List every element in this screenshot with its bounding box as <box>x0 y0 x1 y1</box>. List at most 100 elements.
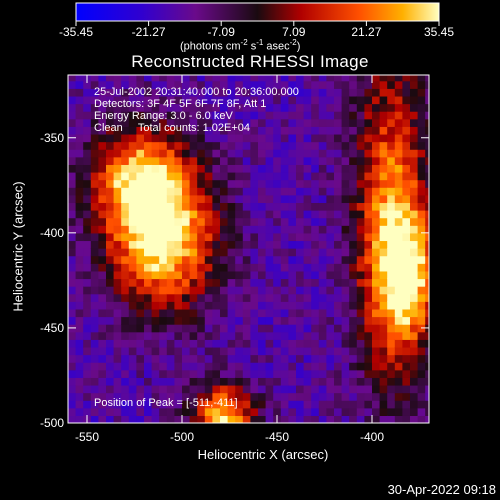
heatmap-cell <box>303 75 312 82</box>
heatmap-cell <box>311 240 320 249</box>
heatmap-cell <box>106 301 115 310</box>
heatmap-cell <box>182 202 191 211</box>
heatmap-cell <box>144 270 153 280</box>
heatmap-cell <box>265 278 274 287</box>
heatmap-cell <box>166 255 175 264</box>
heatmap-cell <box>128 384 137 394</box>
heatmap-cell <box>303 80 312 89</box>
heatmap-cell <box>212 111 221 120</box>
heatmap-cell <box>212 103 221 112</box>
heatmap-cell <box>113 179 122 188</box>
heatmap-cell <box>151 316 160 325</box>
heatmap-cell <box>311 149 320 158</box>
heatmap-cell <box>349 362 358 371</box>
heatmap-cell <box>212 270 221 280</box>
heatmap-cell <box>364 286 373 295</box>
heatmap-cell <box>242 194 251 204</box>
heatmap-cell <box>341 202 350 211</box>
heatmap-cell <box>144 103 153 112</box>
heatmap-cell <box>288 316 297 325</box>
heatmap-cell <box>402 103 411 112</box>
heatmap-cell <box>212 354 221 363</box>
heatmap-cell <box>68 103 77 112</box>
heatmap-cell <box>83 286 92 295</box>
heatmap-cell <box>227 400 236 409</box>
heatmap-cell <box>151 171 160 181</box>
heatmap-cell <box>212 126 221 135</box>
heatmap-cell <box>250 164 259 173</box>
heatmap-cell <box>379 407 388 416</box>
heatmap-cell <box>303 270 312 280</box>
heatmap-cell <box>151 141 160 150</box>
heatmap-cell <box>379 270 388 280</box>
heatmap-cell <box>356 111 365 120</box>
heatmap-cell <box>90 187 99 196</box>
heatmap-cell <box>372 232 381 242</box>
heatmap-cell <box>356 141 365 150</box>
heatmap-cell <box>318 331 327 340</box>
heatmap-cell <box>326 156 335 165</box>
heatmap-cell <box>128 126 137 135</box>
heatmap-cell <box>356 75 365 82</box>
heatmap-cell <box>402 301 411 310</box>
heatmap-cell <box>296 75 305 82</box>
heatmap-cell <box>159 141 168 150</box>
heatmap-cell <box>242 354 251 363</box>
heatmap-cell <box>235 225 244 234</box>
heatmap-cell <box>113 156 122 165</box>
heatmap-cell <box>197 286 206 295</box>
heatmap-cell <box>417 392 426 401</box>
heatmap-cell <box>83 111 92 120</box>
heatmap-cell <box>227 263 236 272</box>
heatmap-cell <box>227 407 236 416</box>
heatmap-cell <box>334 103 343 112</box>
heatmap-cell <box>144 301 153 310</box>
heatmap-cell <box>242 202 251 211</box>
heatmap-cell <box>90 80 99 89</box>
heatmap-cell <box>394 126 403 135</box>
heatmap-cell <box>144 255 153 264</box>
heatmap-cell <box>90 331 99 340</box>
heatmap-cell <box>250 324 259 333</box>
heatmap-cell <box>197 270 206 280</box>
heatmap-cell <box>379 118 388 127</box>
heatmap-cell <box>372 331 381 340</box>
heatmap-cell <box>258 362 267 371</box>
heatmap-cell <box>212 202 221 211</box>
heatmap-cell <box>349 400 358 409</box>
heatmap-cell <box>334 80 343 89</box>
heatmap-cell <box>166 263 175 272</box>
heatmap-cell <box>349 240 358 249</box>
heatmap-cell <box>341 339 350 348</box>
heatmap-cell <box>90 354 99 363</box>
heatmap-cell <box>326 400 335 409</box>
heatmap-cell <box>90 316 99 325</box>
heatmap-cell <box>311 369 320 378</box>
heatmap-cell <box>425 118 429 127</box>
heatmap-cell <box>417 270 426 280</box>
heatmap-cell <box>151 95 160 105</box>
heatmap-cell <box>189 103 198 112</box>
heatmap-cell <box>349 103 358 112</box>
heatmap-cell <box>189 210 198 219</box>
heatmap-cell <box>174 187 183 196</box>
heatmap-cell <box>326 377 335 386</box>
heatmap-cell <box>242 88 251 97</box>
heatmap-cell <box>356 194 365 204</box>
unit-base: (photons cm <box>180 40 241 53</box>
heatmap-cell <box>356 293 365 302</box>
heatmap-cell <box>128 270 137 280</box>
heatmap-cell <box>242 217 251 226</box>
heatmap-cell <box>379 225 388 234</box>
heatmap-cell <box>417 225 426 234</box>
heatmap-cell <box>159 331 168 340</box>
heatmap-cell <box>144 179 153 188</box>
heatmap-cell <box>410 400 419 409</box>
heatmap-cell <box>349 263 358 272</box>
heatmap-cell <box>166 278 175 287</box>
heatmap-cell <box>303 171 312 181</box>
annotation-time-range: 25-Jul-2002 20:31:40.000 to 20:36:00.000 <box>94 86 299 98</box>
heatmap-cell <box>212 301 221 310</box>
heatmap-cell <box>166 369 175 378</box>
heatmap-cell <box>258 141 267 150</box>
